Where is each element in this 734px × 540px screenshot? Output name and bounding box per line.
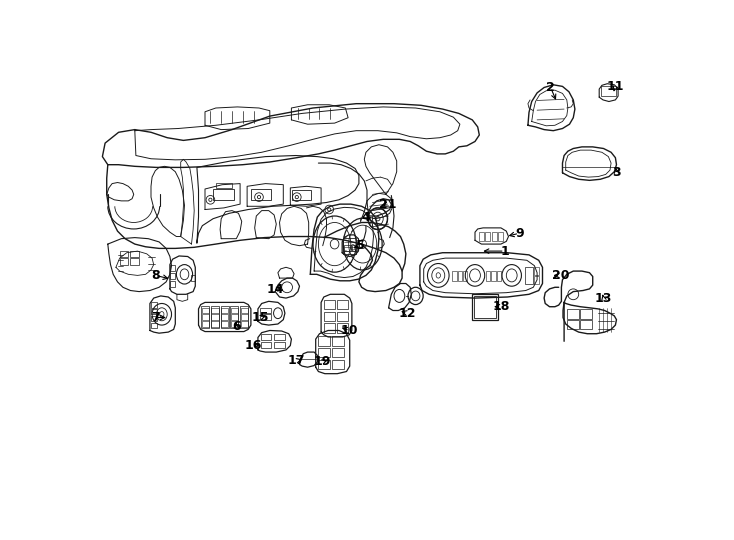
Bar <box>534 267 539 275</box>
Bar <box>352 245 357 251</box>
Bar <box>333 360 344 369</box>
Text: 10: 10 <box>341 324 358 337</box>
Bar <box>338 300 348 309</box>
Text: 18: 18 <box>493 300 509 313</box>
Bar <box>151 309 158 314</box>
Bar <box>458 271 462 281</box>
Bar <box>486 271 490 281</box>
Bar <box>260 314 271 320</box>
Bar <box>191 275 195 281</box>
Bar <box>131 251 139 256</box>
Bar <box>241 321 247 327</box>
Text: 21: 21 <box>379 198 396 211</box>
Bar <box>221 321 228 327</box>
Bar <box>333 348 344 357</box>
Bar <box>211 308 219 313</box>
Bar <box>581 309 592 319</box>
Bar <box>319 360 330 369</box>
Text: 1: 1 <box>501 245 509 258</box>
Bar <box>324 312 335 321</box>
Bar <box>261 342 272 348</box>
Bar <box>581 320 592 329</box>
Bar <box>601 86 616 96</box>
Text: 20: 20 <box>551 269 569 282</box>
Bar <box>567 309 578 319</box>
Bar <box>231 321 238 327</box>
Bar <box>151 316 158 321</box>
Text: 16: 16 <box>245 339 262 352</box>
Bar <box>292 190 311 200</box>
Bar <box>534 276 539 284</box>
Text: 17: 17 <box>288 354 305 367</box>
Bar <box>201 306 209 328</box>
Bar <box>260 308 271 313</box>
Bar <box>211 306 219 328</box>
Bar <box>472 294 498 320</box>
Bar <box>120 258 128 265</box>
Bar <box>231 314 238 320</box>
Text: 14: 14 <box>266 284 284 296</box>
Bar <box>274 334 285 340</box>
Text: 7: 7 <box>151 311 160 324</box>
Bar <box>211 314 219 320</box>
Text: 6: 6 <box>232 320 241 333</box>
Bar <box>491 271 495 281</box>
Bar <box>151 302 158 308</box>
Text: 13: 13 <box>595 292 612 305</box>
Text: 9: 9 <box>515 227 523 240</box>
Text: 11: 11 <box>606 80 624 93</box>
Bar <box>474 296 496 318</box>
Bar <box>231 308 238 313</box>
Bar <box>452 271 457 281</box>
Bar <box>333 336 344 346</box>
Bar <box>344 245 351 251</box>
Bar <box>492 232 497 241</box>
Bar <box>240 306 248 328</box>
Text: 12: 12 <box>399 307 416 320</box>
Bar <box>170 265 175 271</box>
Bar <box>202 314 208 320</box>
Bar <box>567 320 578 329</box>
Bar <box>338 323 348 333</box>
Bar <box>241 308 247 313</box>
Bar <box>324 300 335 309</box>
Bar <box>241 314 247 320</box>
Bar <box>485 232 490 241</box>
Bar <box>274 342 285 348</box>
Bar <box>497 271 501 281</box>
Bar <box>131 258 139 265</box>
Bar <box>151 323 158 328</box>
Text: 8: 8 <box>151 269 159 282</box>
Bar <box>261 334 272 340</box>
Text: 2: 2 <box>546 81 555 94</box>
Bar <box>221 308 228 313</box>
Bar <box>463 271 468 281</box>
Text: 19: 19 <box>314 355 332 368</box>
Bar <box>211 321 219 327</box>
Text: 5: 5 <box>356 239 365 252</box>
Bar <box>343 238 356 254</box>
Bar <box>479 232 484 241</box>
Bar <box>213 189 233 200</box>
Bar <box>221 314 228 320</box>
Bar <box>319 336 330 346</box>
Bar <box>202 308 208 313</box>
Bar <box>216 183 232 188</box>
Bar <box>525 267 533 284</box>
Text: 3: 3 <box>612 166 621 179</box>
Bar <box>319 348 330 357</box>
Bar <box>170 273 175 279</box>
Bar <box>120 251 128 256</box>
Bar <box>230 306 239 328</box>
Text: 15: 15 <box>252 311 269 324</box>
Bar <box>324 323 335 333</box>
Bar <box>338 312 348 321</box>
Bar <box>170 281 175 287</box>
Text: 4: 4 <box>362 211 370 224</box>
Bar <box>251 189 272 200</box>
Bar <box>498 232 503 241</box>
Bar <box>202 321 208 327</box>
Bar <box>221 306 229 328</box>
